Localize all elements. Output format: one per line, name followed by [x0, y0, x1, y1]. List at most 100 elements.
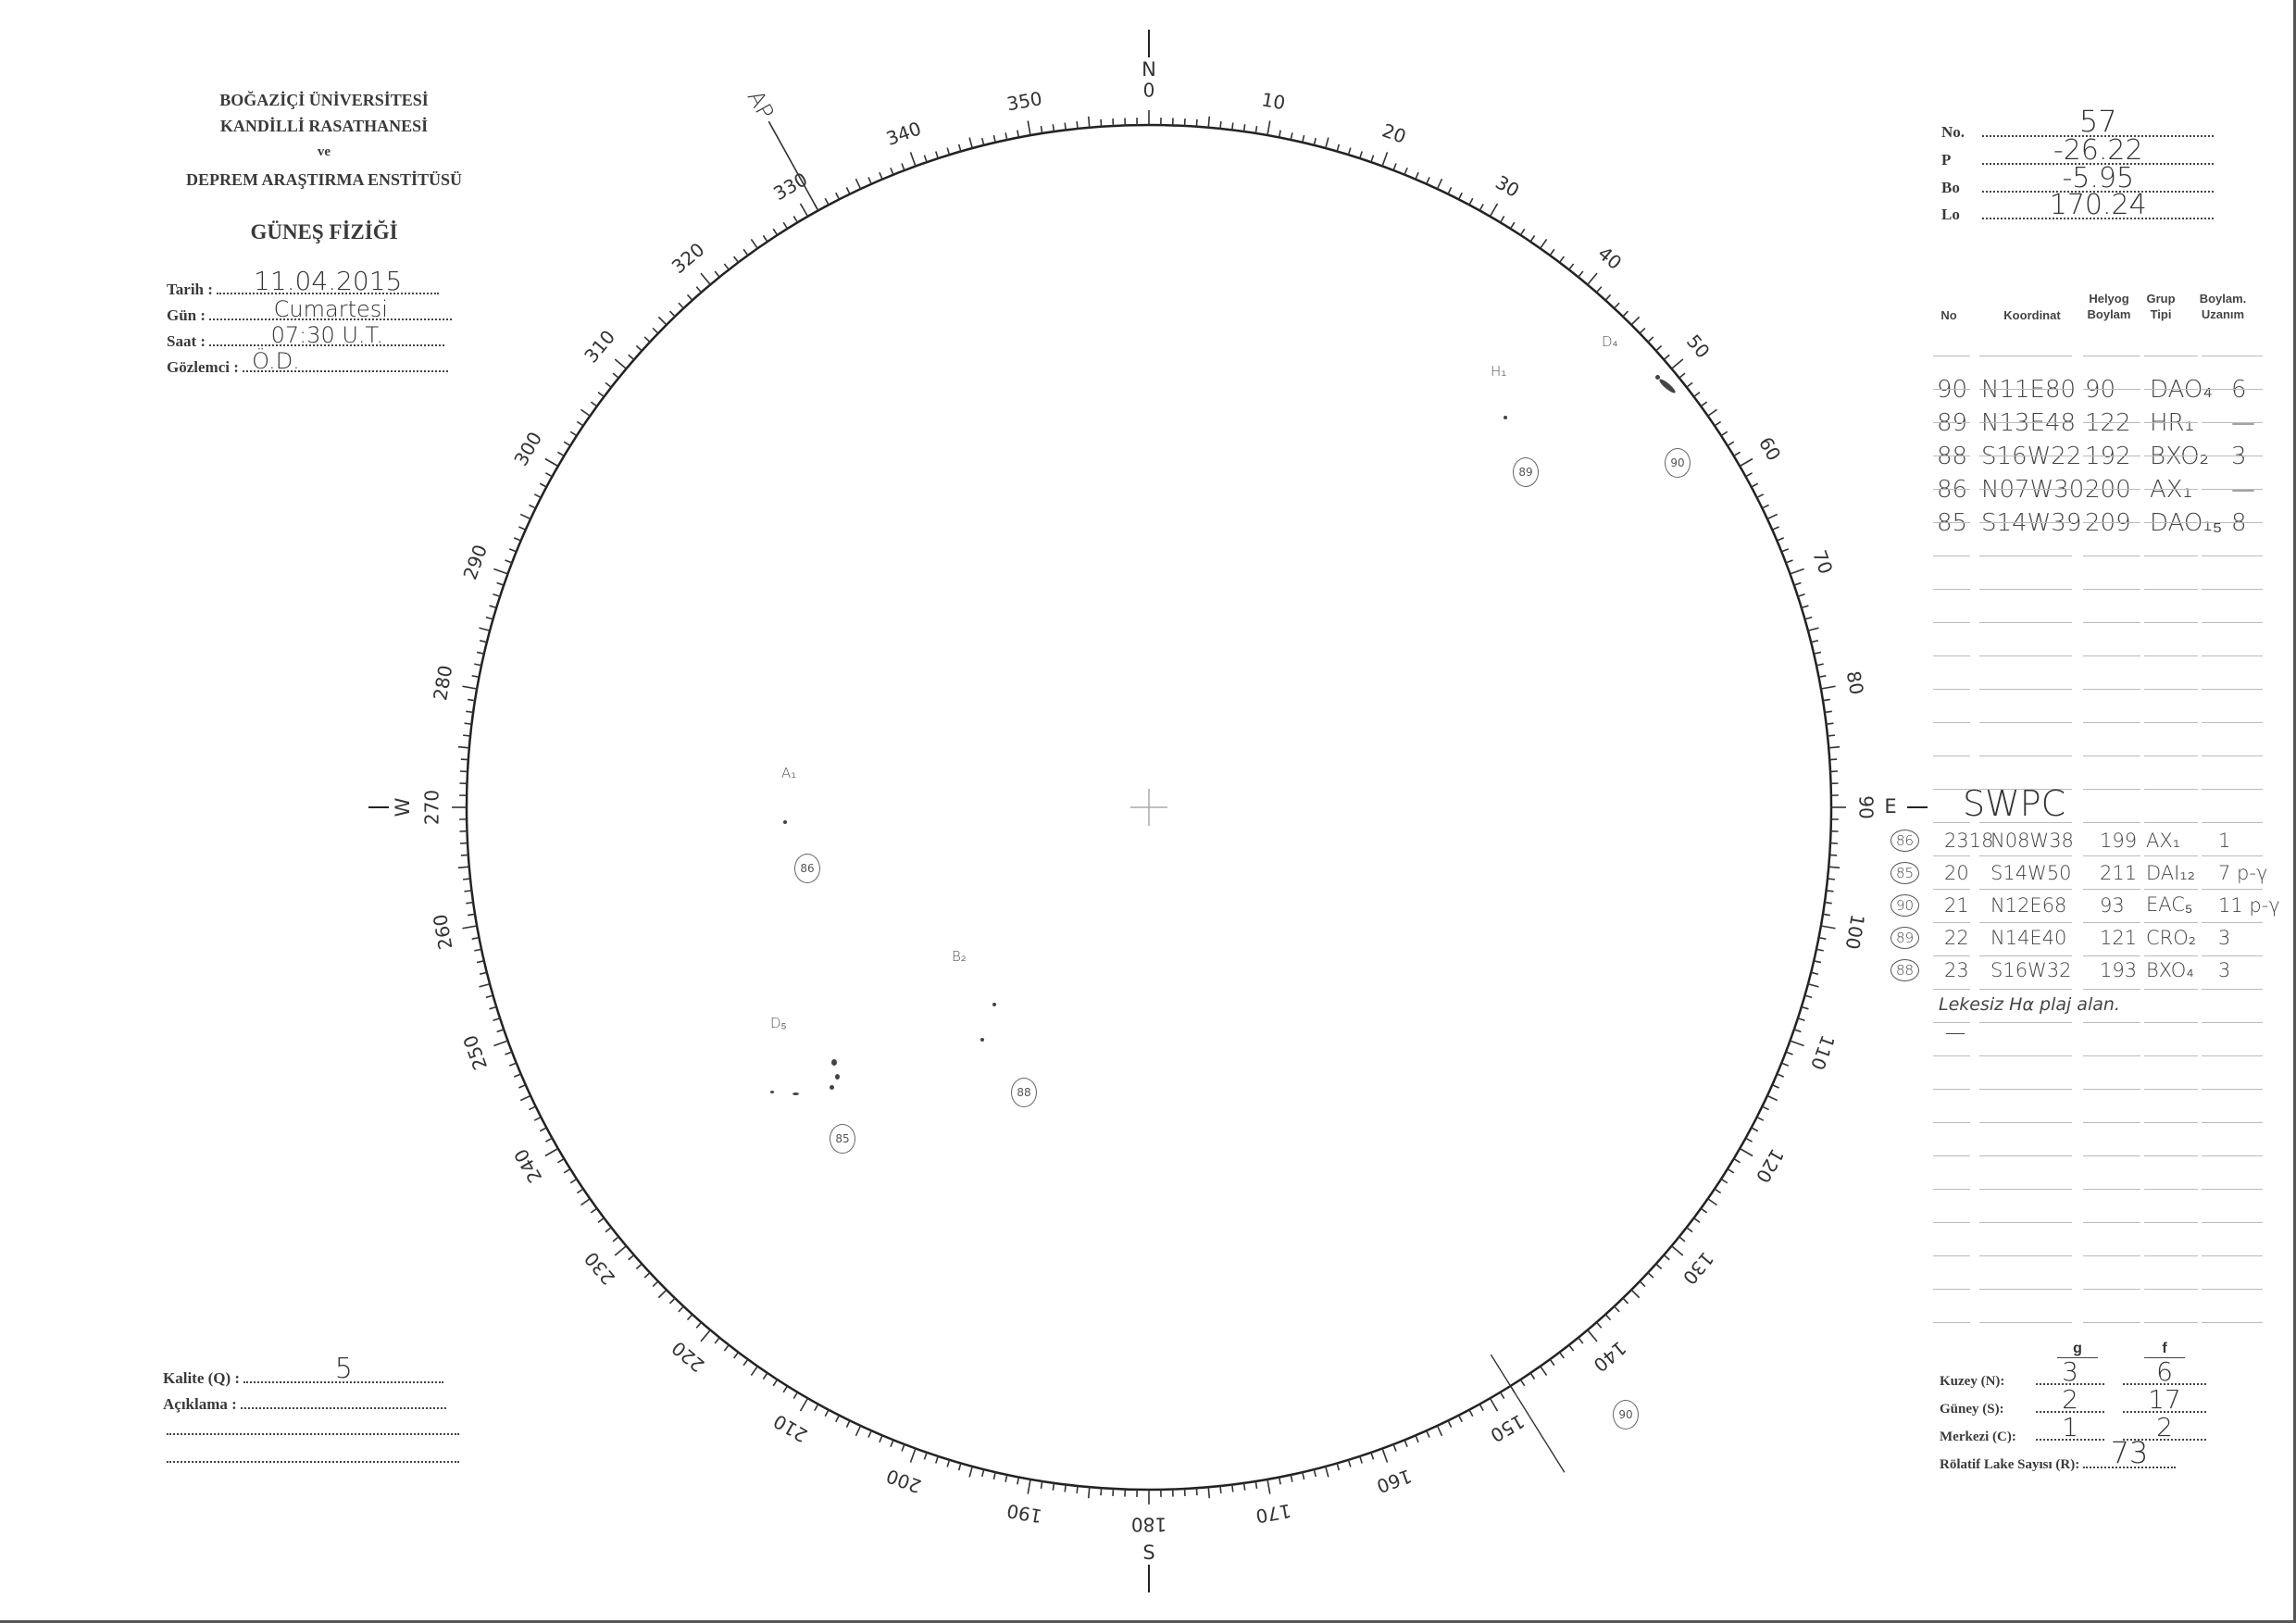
degree-tick: [1639, 327, 1646, 334]
degree-tick: [723, 1344, 730, 1352]
degree-tick: [580, 408, 591, 417]
table-rule: [2202, 1189, 2263, 1190]
table-rule: [2144, 1322, 2198, 1323]
swpc-cell-coord: N14E40: [1990, 927, 2067, 949]
circled-group-90: 90: [1665, 448, 1691, 478]
degree-tick: [1219, 1485, 1222, 1494]
degree-label: 70: [1808, 547, 1837, 577]
degree-tick: [614, 1245, 627, 1256]
summary-label: Kuzey (N):: [1940, 1374, 2005, 1389]
time-value: 07:30 U.T.: [270, 322, 383, 348]
degree-tick: [946, 147, 951, 156]
degree-tick: [1489, 203, 1499, 218]
swpc-cell-ext: 3: [2218, 959, 2231, 981]
cell-type: DAO₁₅: [2150, 509, 2223, 537]
degree-tick: [668, 310, 676, 318]
degree-tick: [518, 526, 527, 531]
table-rule: [2144, 1122, 2198, 1123]
quality-value: 5: [334, 1353, 353, 1385]
table-rule: [2083, 1155, 2140, 1156]
degree-tick: [1707, 1198, 1718, 1206]
table-rule: [1979, 489, 2072, 490]
table-rule: [1933, 822, 1970, 823]
degree-tick: [471, 675, 480, 679]
degree-tick: [1064, 1484, 1067, 1492]
degree-tick: [1267, 120, 1271, 136]
degree-tick: [1739, 457, 1753, 468]
degree-tick: [460, 758, 468, 761]
degree-tick: [545, 472, 553, 478]
degree-tick: [1242, 124, 1246, 132]
degree-tick: [772, 1379, 779, 1387]
degree-tick: [923, 155, 928, 163]
degree-tick: [1290, 132, 1293, 141]
table-rule: [1933, 989, 1970, 990]
swpc-cell-ext: 3: [2218, 927, 2231, 949]
degree-tick: [1804, 616, 1813, 620]
table-rule: [2144, 1255, 2198, 1256]
summary-label: Güney (S):: [1940, 1402, 2004, 1417]
col-header-no: No: [1940, 308, 1957, 322]
degree-tick: [1052, 1482, 1055, 1491]
degree-label: 140: [1589, 1337, 1630, 1377]
degree-tick: [597, 392, 605, 398]
degree-tick: [1777, 537, 1785, 542]
swpc-cell-lon: 193: [2100, 959, 2138, 981]
table-rule: [1979, 1055, 2072, 1056]
degree-tick: [519, 513, 531, 520]
table-rule: [1933, 922, 1970, 923]
table-rule: [2144, 855, 2198, 856]
degree-tick: [657, 316, 668, 326]
table-rule: [1979, 1089, 2072, 1090]
degree-tick: [569, 431, 578, 437]
swpc-cell-coord: S14W50: [1990, 862, 2072, 884]
degree-tick: [835, 1415, 841, 1423]
table-rule: [2202, 722, 2263, 723]
note-line: [167, 1433, 459, 1435]
degree-tick: [1004, 1474, 1008, 1482]
cell-type: DAO₄: [2150, 376, 2213, 404]
time-field: Saat : 07:30 U.T.: [167, 322, 445, 351]
degree-tick: [1254, 1480, 1258, 1489]
table-rule: [2083, 1089, 2140, 1090]
degree-tick: [1358, 151, 1363, 159]
table-rule: [1933, 1122, 1970, 1123]
table-rule: [2202, 522, 2263, 523]
degree-tick: [980, 1468, 985, 1478]
degree-tick: [1595, 1321, 1603, 1329]
degree-tick: [957, 144, 962, 152]
table-rule: [2083, 889, 2140, 890]
degree-label: 160: [1374, 1465, 1415, 1498]
table-rule: [2202, 822, 2263, 823]
degree-tick: [1797, 1017, 1805, 1021]
degree-label: 300: [509, 428, 546, 469]
circled-group-88: 88: [1011, 1078, 1037, 1107]
table-rule: [2144, 989, 2198, 990]
table-rule: [1933, 889, 1970, 890]
observer-field: Gözlemci : Ö.D.: [167, 348, 449, 377]
degree-tick: [508, 548, 517, 553]
degree-tick: [1587, 1330, 1598, 1342]
degree-tick: [1313, 1468, 1317, 1478]
cell-ext: 8: [2231, 509, 2247, 537]
degree-tick: [605, 381, 612, 388]
summary-row: Kuzey (N): 3 6: [1940, 1356, 2206, 1390]
cell-lon: 192: [2085, 443, 2131, 470]
degree-tick: [792, 215, 799, 223]
table-rule: [1979, 389, 2072, 390]
sunspot: [980, 1038, 984, 1042]
table-rule: [2083, 755, 2140, 756]
cell-type: BXO₂: [2150, 443, 2210, 470]
summary-f: 6: [2156, 1356, 2173, 1387]
degree-tick: [569, 1178, 578, 1184]
table-rule: [2083, 522, 2140, 523]
table-rule: [1979, 1289, 2072, 1290]
degree-tick: [1370, 155, 1375, 163]
summary-row: Güney (S): 2 17: [1940, 1384, 2206, 1417]
degree-tick: [462, 685, 478, 690]
degree-tick: [1027, 120, 1031, 136]
degree-tick: [1700, 1207, 1708, 1214]
degree-tick: [799, 1397, 809, 1412]
day-value: Cumartesi: [273, 296, 388, 322]
